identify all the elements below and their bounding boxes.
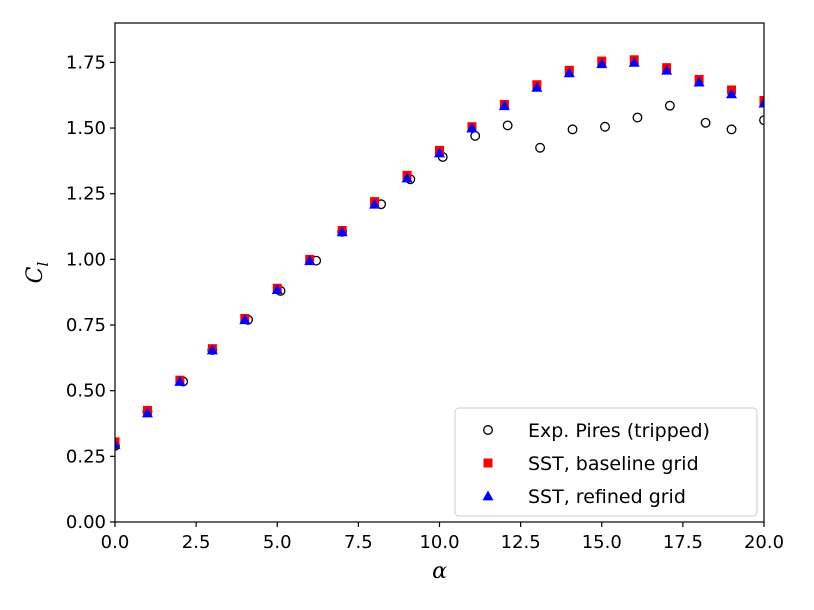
y-tick-label: 1.75	[66, 52, 106, 73]
legend-label: SST, baseline grid	[528, 453, 699, 475]
sst-baseline-point	[759, 95, 764, 105]
sst-refined-point	[661, 64, 673, 75]
legend-label: SST, refined grid	[528, 486, 686, 508]
exp-pires-point	[700, 117, 711, 128]
x-tick-label: 15.0	[582, 532, 622, 553]
sst-refined-point	[369, 198, 381, 209]
sst-refined-point	[596, 58, 608, 69]
y-tick-label: 0.25	[66, 446, 106, 467]
sst-refined-point	[141, 407, 153, 418]
x-tick-label: 5.0	[263, 532, 292, 553]
sst-refined-point	[434, 147, 445, 158]
x-axis: 0.0 2.5 5.0 7.5 10.0 12.5 15.0 17.5 20.0	[101, 522, 784, 553]
sst-refined-point	[466, 122, 478, 133]
sst-refined-point	[239, 314, 251, 325]
sst-refined-point	[304, 255, 316, 266]
sst-refined-point	[693, 76, 705, 87]
series-sst-refined	[115, 56, 764, 449]
series-sst-baseline	[115, 55, 764, 447]
exp-pires-point	[759, 115, 764, 126]
exp-pires-point	[502, 120, 513, 131]
data-marks	[115, 55, 764, 451]
y-axis-label-subscript: l	[34, 261, 52, 266]
sst-refined-point	[531, 81, 543, 92]
sst-refined-point	[115, 439, 121, 449]
legend: Exp. Pires (tripped) SST, baseline grid SS…	[454, 407, 758, 517]
sst-refined-point	[726, 88, 738, 99]
y-axis-label: Cl	[23, 261, 52, 283]
exp-pires-point	[567, 124, 578, 135]
sst-refined-point	[401, 172, 413, 183]
legend-box	[454, 407, 758, 517]
y-tick-label: 0.75	[66, 315, 106, 336]
x-tick-label: 10.0	[419, 532, 459, 553]
y-tick-label: 1.00	[66, 249, 106, 270]
legend-marker-sst-baseline	[483, 458, 493, 468]
y-tick-label: 0.50	[66, 381, 106, 402]
y-axis: 0.00 0.25 0.50 0.75 1.00 1.25 1.50 1.75	[66, 52, 115, 533]
x-tick-label: 2.5	[182, 532, 211, 553]
sst-refined-point	[628, 56, 640, 67]
x-tick-label: 12.5	[501, 532, 541, 553]
x-tick-label: 7.5	[344, 532, 373, 553]
exp-pires-point	[600, 121, 610, 132]
sst-refined-point	[563, 67, 575, 78]
x-tick-label: 20.0	[744, 532, 784, 553]
x-axis-label: α	[432, 559, 447, 584]
sst-refined-point	[336, 226, 348, 237]
exp-pires-point	[726, 124, 737, 135]
legend-label: Exp. Pires (tripped)	[528, 420, 710, 442]
legend-marker-sst-refined	[482, 490, 494, 501]
y-tick-label: 1.25	[66, 184, 106, 205]
exp-pires-point	[664, 100, 675, 111]
y-axis-label-main: C	[23, 266, 48, 283]
x-tick-label: 0.0	[101, 532, 130, 553]
sst-refined-point	[758, 97, 764, 108]
sst-refined-point	[498, 100, 510, 111]
exp-pires-point	[535, 142, 546, 153]
y-tick-label: 1.50	[66, 118, 106, 139]
exp-pires-point	[632, 112, 643, 123]
sst-refined-point	[206, 344, 218, 355]
exp-pires-point	[470, 130, 481, 141]
x-tick-label: 17.5	[663, 532, 703, 553]
sst-refined-point	[174, 375, 186, 386]
legend-marker-exp-pires	[483, 425, 493, 435]
sst-baseline-point	[115, 437, 120, 447]
sst-refined-point	[271, 284, 283, 294]
y-tick-label: 0.00	[66, 512, 106, 533]
